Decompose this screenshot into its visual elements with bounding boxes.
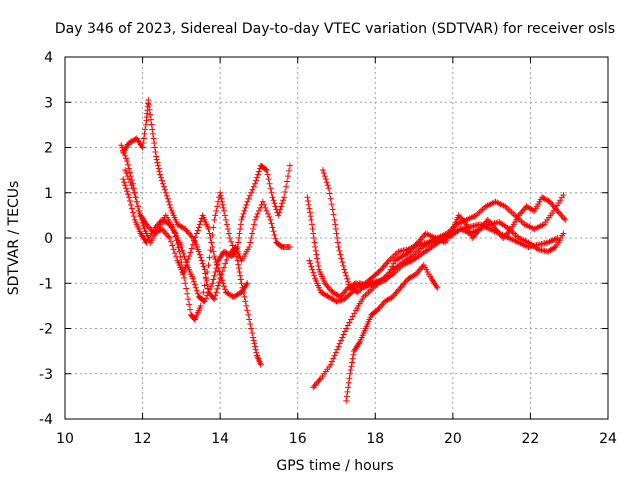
x-tick-label: 16	[289, 431, 307, 447]
x-tick-label: 18	[366, 431, 384, 447]
y-tick-label: -3	[39, 367, 53, 383]
x-tick-label: 24	[599, 431, 617, 447]
series-track-6	[319, 167, 567, 296]
y-tick-label: 3	[44, 95, 53, 111]
data-series	[118, 96, 569, 404]
plus-markers	[120, 162, 293, 305]
x-tick-label: 20	[444, 431, 462, 447]
series-track-1	[118, 142, 264, 368]
x-axis-label: GPS time / hours	[276, 458, 393, 474]
plus-markers	[310, 221, 561, 391]
plot-frame	[64, 56, 609, 420]
series-track-3	[120, 96, 293, 303]
x-tick-label: 10	[56, 431, 74, 447]
plus-markers	[319, 167, 567, 296]
plus-markers	[118, 142, 264, 368]
plus-markers	[120, 96, 293, 303]
plus-markers	[343, 262, 441, 404]
y-axis-label: SDTVAR / TECUs	[6, 181, 22, 296]
x-tick-label: 22	[522, 431, 540, 447]
y-tick-label: -1	[39, 276, 53, 292]
x-tick-label: 12	[134, 431, 152, 447]
y-tick-label: 2	[44, 141, 53, 157]
chart-title: Day 346 of 2023, Sidereal Day-to-day VTE…	[55, 21, 615, 37]
series-track-9	[343, 262, 441, 404]
y-tick-label: -4	[39, 412, 53, 428]
y-tick-label: -2	[39, 322, 53, 338]
series-track-8	[310, 221, 561, 391]
y-tick-label: 0	[44, 231, 53, 247]
x-tick-label: 14	[211, 431, 229, 447]
series-track-4	[120, 162, 293, 305]
y-tick-label: 4	[44, 50, 53, 66]
y-tick-label: 1	[44, 186, 53, 202]
